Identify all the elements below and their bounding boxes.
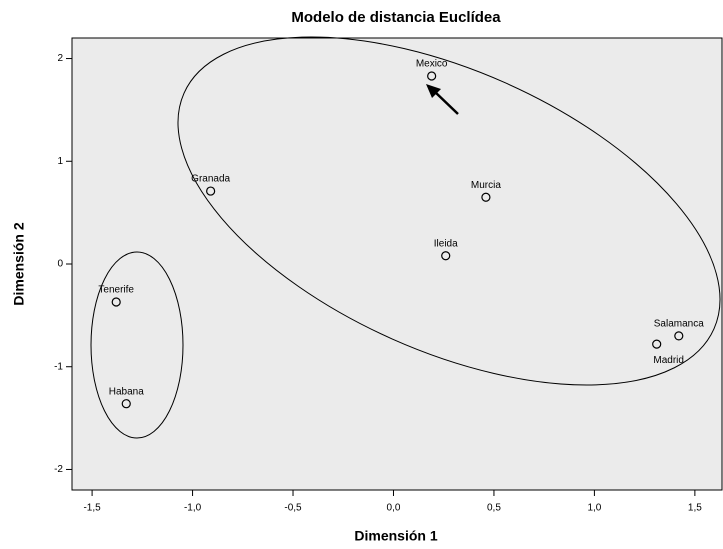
point	[427, 71, 437, 81]
cluster-ellipse	[90, 251, 184, 439]
y-tick-label: 1	[57, 156, 63, 167]
point	[652, 339, 662, 349]
point	[441, 251, 451, 261]
marks: Mexico Murcia Ileida Granada Tenerife Habana S…	[98, 59, 704, 409]
point-label: Granada	[191, 174, 230, 185]
x-tick-label: -1,0	[184, 503, 202, 514]
arrow-head	[426, 84, 441, 98]
x-tick-label: 1,0	[587, 503, 601, 514]
point	[481, 192, 491, 202]
y-tick-label: -2	[54, 464, 63, 475]
y-tick-label: 2	[57, 53, 63, 64]
point-label: Ileida	[434, 238, 458, 249]
point	[206, 186, 216, 196]
plot-area	[71, 37, 723, 491]
x-axis-label: Dimensión 1	[354, 528, 437, 544]
y-tick-label: 0	[57, 259, 63, 270]
point-label: Habana	[109, 386, 144, 397]
point-label: Murcia	[471, 180, 501, 191]
point-label: Tenerife	[98, 285, 134, 296]
x-tick-label: -1,5	[83, 503, 101, 514]
x-tick-label: 0,5	[487, 503, 501, 514]
point-label: Mexico	[416, 59, 448, 70]
point	[674, 331, 684, 341]
y-axis-label: Dimensión 2	[11, 222, 27, 305]
chart-title: Modelo de distancia Euclídea	[291, 9, 501, 26]
x-tick-label: 0,0	[387, 503, 401, 514]
x-tick-label: 1,5	[688, 503, 702, 514]
point-label: Salamanca	[654, 319, 704, 330]
point	[121, 399, 131, 409]
point	[111, 297, 121, 307]
arrow	[433, 90, 459, 115]
x-tick-label: -0,5	[284, 503, 302, 514]
point-label: Madrid	[653, 355, 684, 366]
cluster-ellipse	[177, 36, 721, 386]
y-tick-label: -1	[54, 361, 63, 372]
